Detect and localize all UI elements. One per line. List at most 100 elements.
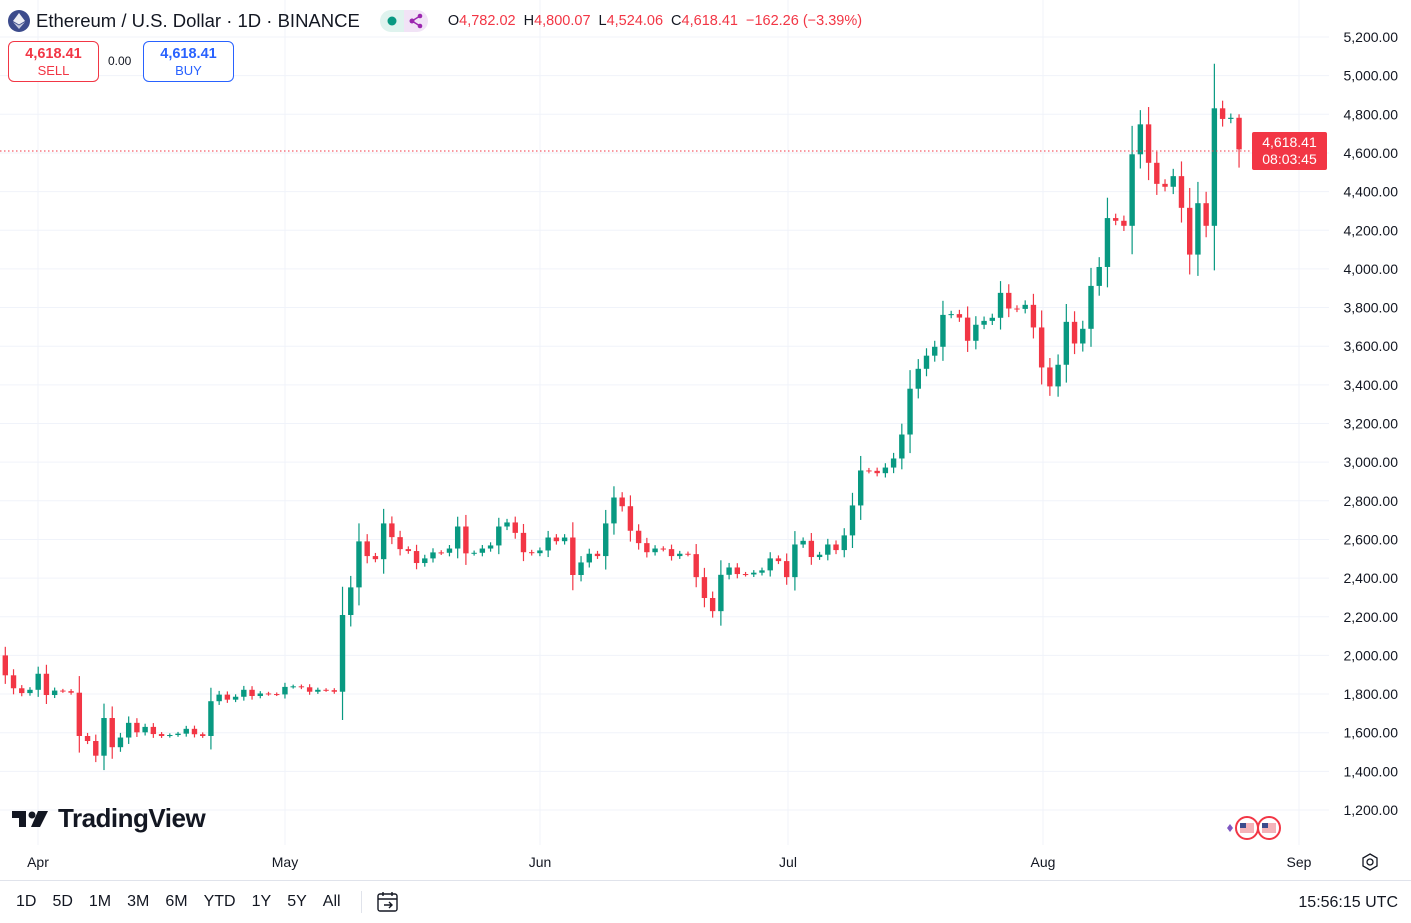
share-icon[interactable] <box>403 10 428 32</box>
price-axis[interactable]: 5,200.00 5,000.00 4,800.00 4,600.00 4,400.00… <box>1344 29 1399 818</box>
candle-body <box>693 554 699 578</box>
symbol-title[interactable]: Ethereum / U.S. Dollar · 1D · BINANCE <box>36 10 360 31</box>
candle-body <box>619 497 625 507</box>
candle <box>874 467 880 477</box>
timeframe-1y[interactable]: 1Y <box>251 893 272 910</box>
candle-body <box>800 540 806 545</box>
candle <box>191 725 198 738</box>
candle <box>586 548 592 568</box>
price-tick-label: 2,800.00 <box>1344 493 1399 509</box>
candle-body <box>397 537 403 550</box>
candle-body <box>1195 203 1201 255</box>
sell-price: 4,618.41 <box>25 46 82 62</box>
candle <box>463 514 469 565</box>
candle <box>1071 311 1078 355</box>
candle <box>1121 215 1127 232</box>
timeframe-ytd[interactable]: YTD <box>203 893 236 910</box>
tradingview-watermark[interactable]: TradingView <box>12 803 206 834</box>
candle-body <box>1112 218 1119 221</box>
candle-body <box>808 540 815 558</box>
price-tick-label: 1,400.00 <box>1344 763 1399 779</box>
timeframe-all[interactable]: All <box>322 893 341 910</box>
candle <box>808 533 815 565</box>
price-tick-label: 4,000.00 <box>1344 261 1399 277</box>
candle-body <box>348 587 354 616</box>
candle <box>306 684 313 695</box>
timeframe-1m[interactable]: 1M <box>88 893 112 910</box>
time-tick-label: Jul <box>779 854 797 870</box>
candle-body <box>816 554 823 558</box>
candle-body <box>471 552 477 554</box>
candle <box>298 684 305 690</box>
candle <box>323 688 329 692</box>
candle <box>1187 187 1193 275</box>
timeframe-6m[interactable]: 6M <box>165 893 188 910</box>
buy-price: 4,618.41 <box>160 46 217 62</box>
candle <box>652 545 658 556</box>
candle <box>422 554 428 567</box>
candle <box>158 732 165 738</box>
timeframe-5y[interactable]: 5Y <box>287 893 307 910</box>
candle-body <box>413 551 420 564</box>
candle-body <box>2 655 8 676</box>
candle-body <box>463 526 469 554</box>
candle-body <box>956 314 963 318</box>
candle-body <box>701 577 708 599</box>
price-tick-label: 3,000.00 <box>1344 454 1399 470</box>
candle <box>274 692 280 697</box>
candle-body <box>734 567 741 575</box>
candle-body <box>19 688 25 694</box>
candle-body <box>537 550 543 554</box>
timeframe-buttons: 1D 5D 1M 3M 6M YTD 1Y 5Y All <box>8 893 349 911</box>
timeframe-5d[interactable]: 5D <box>52 893 73 910</box>
candle-body <box>635 530 642 544</box>
buy-button[interactable]: 4,618.41 BUY <box>143 41 234 82</box>
candlestick-chart[interactable]: 5,200.00 5,000.00 4,800.00 4,600.00 4,400.00… <box>0 0 1411 880</box>
candle <box>594 550 601 559</box>
price-tick-label: 3,600.00 <box>1344 338 1399 354</box>
candle <box>603 509 609 570</box>
candle <box>51 687 58 699</box>
candle-body <box>1219 108 1226 119</box>
sell-button[interactable]: 4,618.41 SELL <box>8 41 99 82</box>
candle-body <box>282 686 288 695</box>
utc-clock[interactable]: 15:56:15 UTC <box>1298 894 1398 911</box>
candle-body <box>125 722 132 738</box>
close-value: 4,618.41 <box>681 13 738 29</box>
candle-body <box>981 320 987 325</box>
candle <box>1137 110 1144 169</box>
candle-body <box>438 552 444 554</box>
date-range-icon[interactable] <box>376 890 400 914</box>
candle <box>76 676 83 753</box>
candle <box>800 537 806 548</box>
candle-body <box>1071 321 1078 344</box>
price-tick-label: 1,600.00 <box>1344 725 1399 741</box>
timeframe-3m[interactable]: 3M <box>127 893 150 910</box>
market-open-status-icon[interactable] <box>379 10 404 32</box>
candle-body <box>586 553 592 563</box>
candle <box>973 316 979 350</box>
candle <box>1104 197 1111 288</box>
candle-body <box>890 458 897 468</box>
candle <box>792 531 798 591</box>
candle-body <box>175 733 181 736</box>
time-axis[interactable]: Apr May Jun Jul Aug Sep <box>27 854 1312 870</box>
candle-body <box>989 317 995 321</box>
candle-body <box>315 689 321 692</box>
candle <box>175 731 181 737</box>
candle <box>1006 284 1012 318</box>
candle-body <box>323 689 329 691</box>
candle <box>512 516 518 539</box>
economic-events-icon[interactable] <box>1227 816 1281 840</box>
candle-body <box>726 567 732 575</box>
candle <box>101 703 107 771</box>
candle <box>1063 303 1070 383</box>
price-tick-label: 5,200.00 <box>1344 29 1399 45</box>
candle <box>109 706 115 759</box>
candle-body <box>372 556 379 560</box>
candle <box>19 685 25 697</box>
candle-body <box>446 548 453 553</box>
timeframe-1d[interactable]: 1D <box>16 893 37 910</box>
settings-icon[interactable] <box>1362 853 1378 871</box>
candle-body <box>1178 176 1185 208</box>
